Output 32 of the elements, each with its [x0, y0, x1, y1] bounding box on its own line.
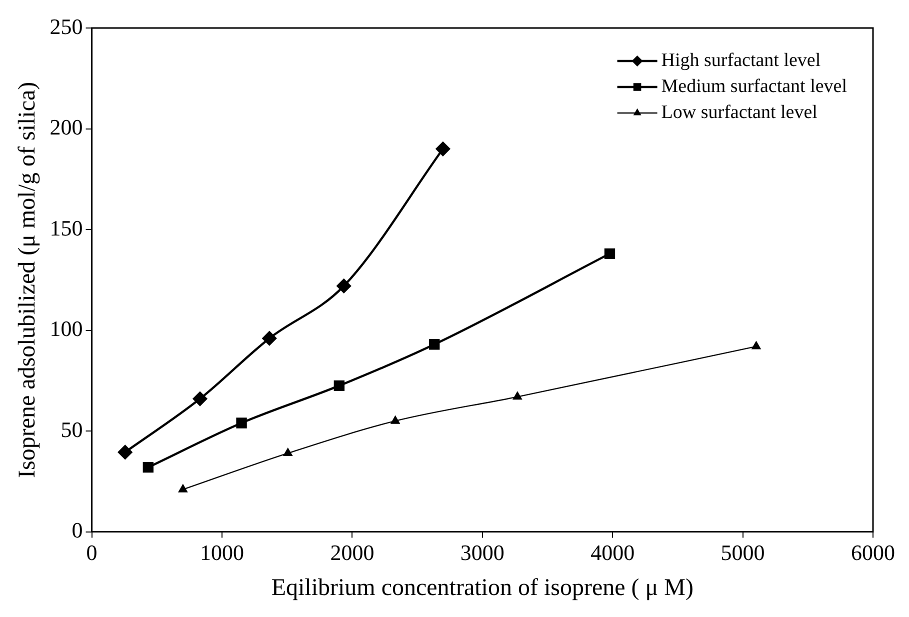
point — [118, 445, 132, 460]
point — [752, 341, 761, 350]
y-tick-label: 50 — [60, 416, 83, 442]
legend-label: Low surfactant level — [661, 102, 818, 123]
legend-label: Medium surfactant level — [661, 76, 848, 97]
point — [334, 380, 345, 392]
point — [192, 392, 208, 406]
point — [512, 392, 522, 400]
point — [436, 142, 450, 156]
point — [142, 462, 154, 473]
x-tick-label: 6000 — [851, 540, 895, 565]
point — [390, 416, 400, 424]
x-tick-label: 1000 — [200, 540, 244, 565]
point — [429, 339, 440, 350]
y-tick-label: 250 — [50, 14, 83, 39]
y-tick-label: 150 — [50, 215, 83, 240]
legend-label: High surfactant level — [661, 50, 821, 71]
point — [604, 248, 616, 260]
point — [283, 448, 292, 456]
point — [236, 418, 247, 428]
y-axis-title: Isoprene adsolubilized (μ mol/g of silica) — [14, 82, 41, 478]
x-tick-label: 2000 — [330, 540, 374, 565]
point — [262, 331, 276, 346]
x-tick-label: 3000 — [460, 540, 504, 565]
y-tick-label: 100 — [50, 316, 83, 342]
y-tick-label: 0 — [72, 518, 83, 543]
x-tick-label: 4000 — [590, 540, 635, 565]
x-axis-title: Eqilibrium concentration of isoprene ( μ M) — [271, 574, 694, 601]
y-tick-label: 200 — [50, 114, 83, 140]
point — [336, 278, 351, 294]
point — [178, 484, 188, 492]
x-tick-label: 5000 — [720, 540, 765, 565]
